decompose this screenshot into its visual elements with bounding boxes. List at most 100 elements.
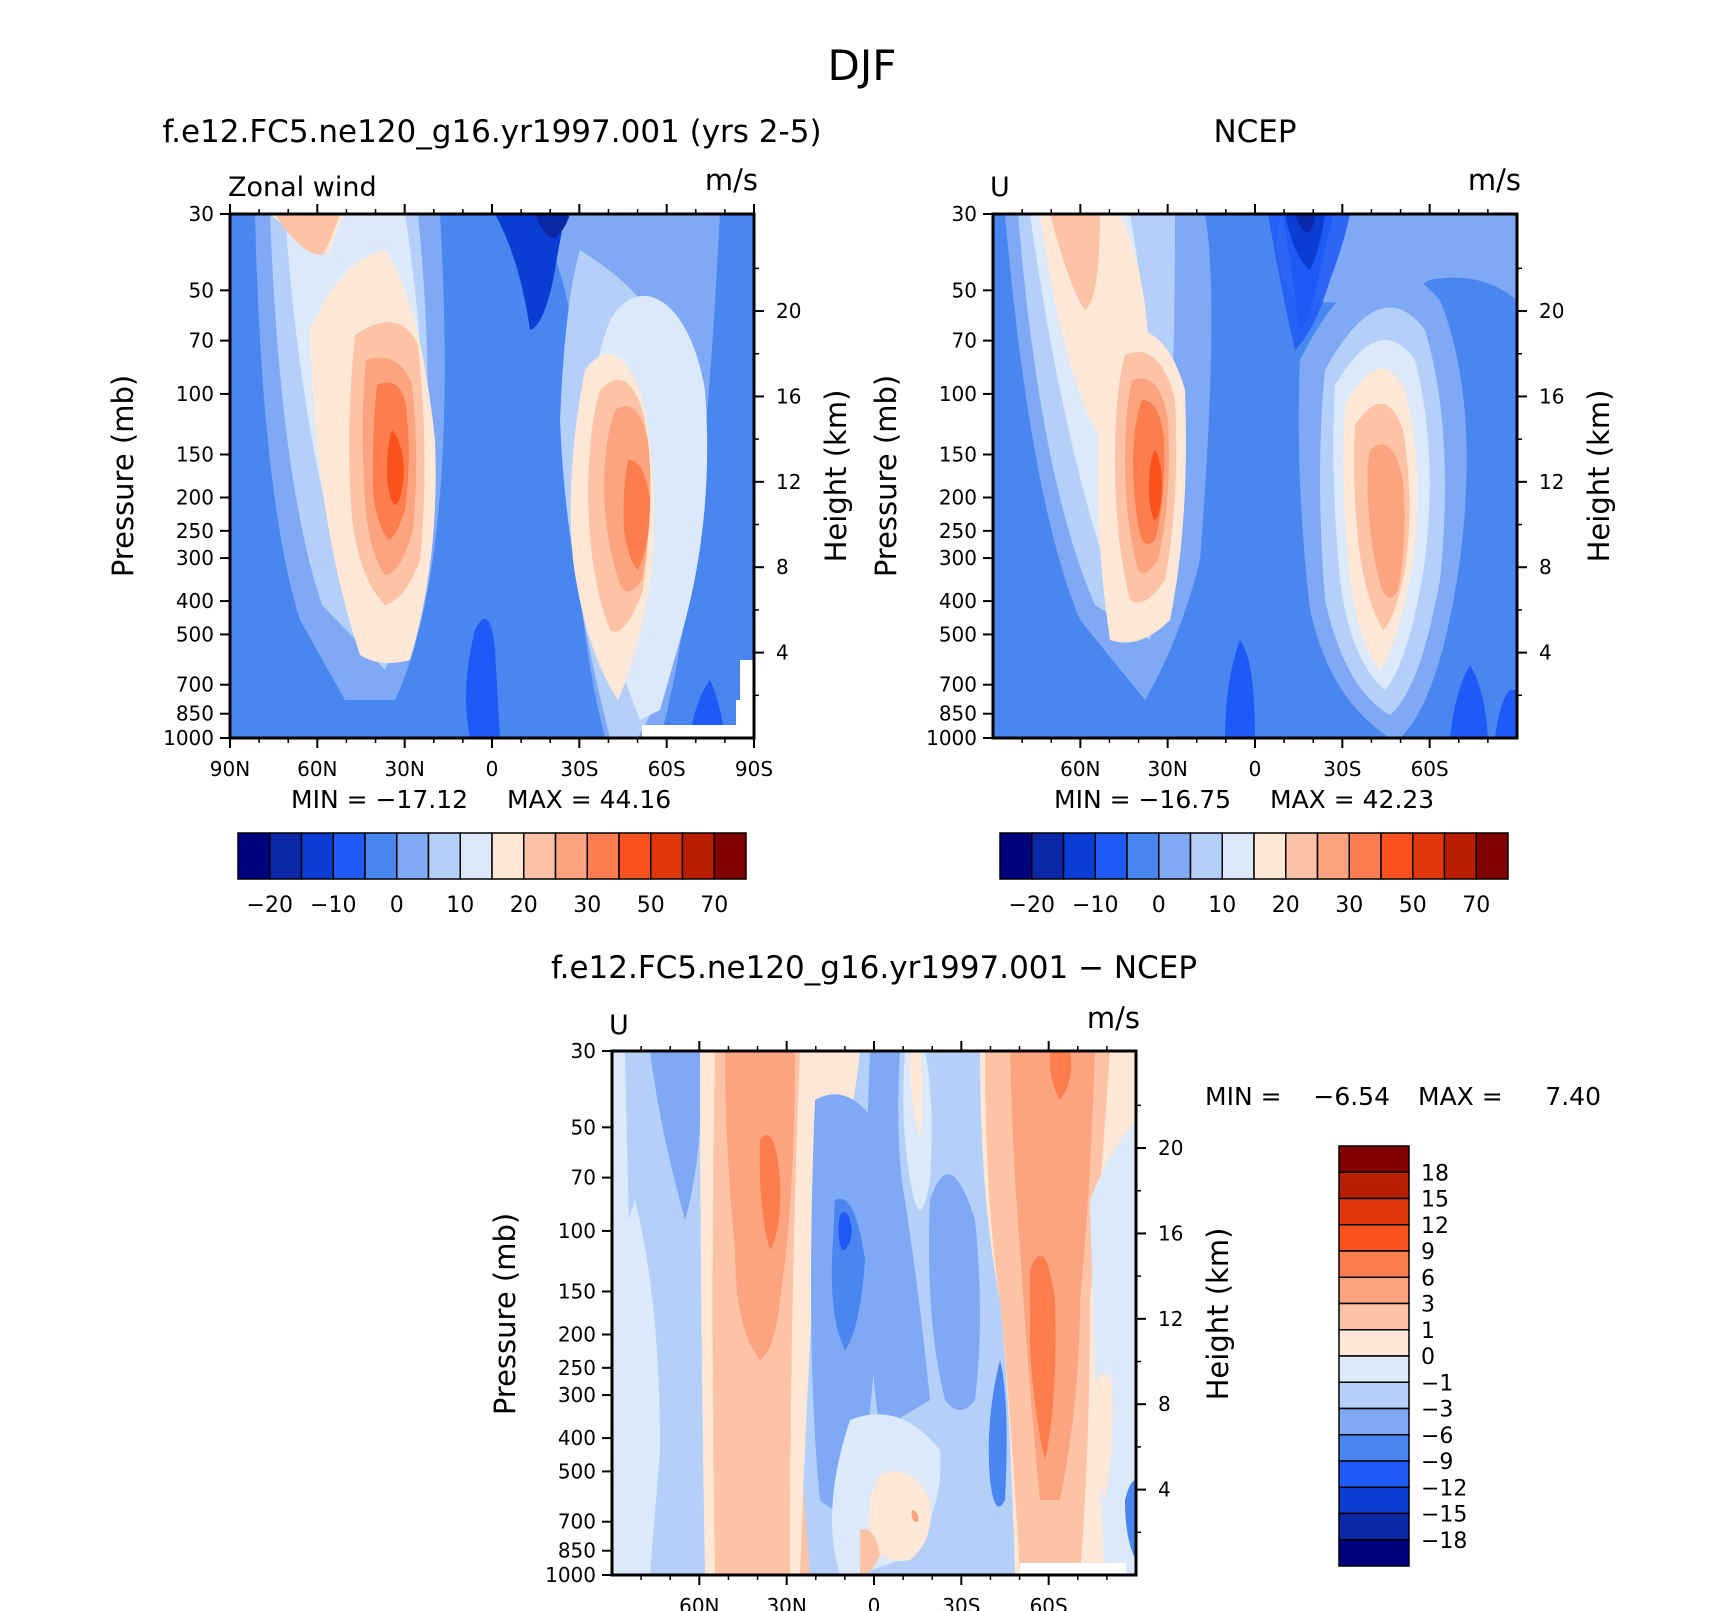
colorbar-box [364, 832, 398, 880]
y-tick-label: 300 [939, 546, 977, 570]
colorbar-label: −3 [1421, 1398, 1453, 1423]
colorbar-label: 9 [1421, 1240, 1435, 1265]
y-tick-label: 250 [939, 519, 977, 543]
colorbar-box [1475, 832, 1509, 880]
panel-ncep-title: NCEP [1213, 114, 1296, 150]
colorbar-label: 70 [700, 893, 728, 918]
colorbar-label: −9 [1421, 1450, 1453, 1475]
y-tick-label: 30 [189, 202, 214, 226]
colorbar-label: 15 [1421, 1188, 1449, 1213]
y2-tick-label: 16 [1158, 1221, 1183, 1245]
colorbar-box [332, 832, 366, 880]
y-tick-label: 150 [176, 443, 214, 467]
y-tick-label: 50 [189, 278, 214, 302]
panel-diff-left-label: U [609, 1010, 629, 1041]
panel-ncep-y2label: Height (km) [1582, 390, 1616, 563]
panel-model-y2label: Height (km) [819, 390, 853, 563]
colorbar-label: −18 [1421, 1529, 1467, 1554]
colorbar-box [1338, 1224, 1410, 1252]
colorbar-box [1338, 1355, 1410, 1383]
colorbar-box [459, 832, 493, 880]
colorbar-box [1189, 832, 1223, 880]
panel-diff-min-label: MIN = [1205, 1082, 1282, 1111]
colorbar-label: −6 [1421, 1424, 1453, 1449]
colorbar-box [1443, 832, 1477, 880]
y2-tick-label: 20 [1539, 299, 1564, 323]
colorbar-box [1338, 1302, 1410, 1331]
colorbar-box [1338, 1171, 1410, 1200]
colorbar-box [1338, 1512, 1410, 1541]
x-tick-label: 30N [384, 757, 424, 781]
colorbar-box [1338, 1486, 1410, 1515]
colorbar-box [1338, 1407, 1410, 1436]
colorbar-box [1094, 832, 1128, 880]
panel-diff-units: m/s [1087, 1001, 1140, 1035]
panel-model-ylabel: Pressure (mb) [106, 375, 140, 577]
colorbar-box [1285, 832, 1319, 880]
colorbar-box [1348, 832, 1382, 880]
y-tick-label: 850 [176, 702, 214, 726]
x-tick-label: 30N [766, 1594, 806, 1611]
panel-diff-y2label: Height (km) [1201, 1228, 1235, 1401]
y2-tick-label: 16 [1539, 384, 1564, 408]
panel-diff-title: f.e12.FC5.ne120_g16.yr1997.001 − NCEP [551, 950, 1197, 986]
panel-ncep-axes: 60N 30N 0 30S 60S 30 50 70 100 150 200 250 300 400 500… [926, 202, 1564, 781]
y-tick-label: 700 [939, 673, 977, 697]
panel-model-max: MAX = 44.16 [507, 785, 671, 814]
panel-model-field [230, 214, 754, 738]
x-tick-label: 60N [297, 757, 337, 781]
panel-diff-max-label: MAX = [1418, 1082, 1503, 1111]
x-tick-label: 60S [1411, 757, 1449, 781]
y-tick-label: 70 [571, 1166, 596, 1190]
y2-tick-label: 20 [1158, 1136, 1183, 1160]
x-tick-label: 30S [1323, 757, 1361, 781]
y-tick-label: 30 [952, 202, 977, 226]
colorbar-label: −10 [1072, 893, 1118, 918]
y-tick-label: 300 [558, 1383, 596, 1407]
y-tick-label: 1000 [926, 726, 977, 750]
panel-diff-axes: 60N 30N 0 30S 60S 30 50 70 100 150 200 250 300 400 500… [545, 1039, 1183, 1611]
panel-diff-ylabel: Pressure (mb) [488, 1213, 522, 1415]
panel-diff-field [612, 1051, 1136, 1575]
y-tick-label: 200 [558, 1322, 596, 1346]
y-tick-label: 500 [558, 1459, 596, 1483]
colorbar-label: 30 [573, 893, 601, 918]
x-tick-label: 0 [486, 757, 499, 781]
y-tick-label: 1000 [545, 1563, 596, 1587]
x-tick-label: 90S [735, 757, 773, 781]
colorbar-label: 3 [1421, 1293, 1435, 1318]
colorbar-box [1338, 1197, 1410, 1226]
colorbar-label: 0 [390, 893, 404, 918]
panel-model-colorbar: −20 −10 0 10 20 30 50 70 [237, 832, 747, 918]
y-tick-label: 400 [939, 589, 977, 613]
y-tick-label: 500 [939, 622, 977, 646]
y2-tick-label: 4 [1539, 641, 1552, 665]
y-tick-label: 850 [558, 1539, 596, 1563]
colorbar-box [1031, 832, 1065, 880]
colorbar-label: −20 [247, 893, 293, 918]
colorbar-box [554, 832, 588, 880]
panel-model-left-label: Zonal wind [228, 172, 377, 203]
x-tick-label: 0 [1249, 757, 1262, 781]
y2-tick-label: 8 [1539, 555, 1552, 579]
y-tick-label: 300 [176, 546, 214, 570]
colorbar-box [237, 832, 271, 880]
x-tick-label: 90N [210, 757, 250, 781]
colorbar-box [1221, 832, 1255, 880]
x-tick-label: 30S [942, 1594, 980, 1611]
colorbar-box [491, 832, 525, 880]
x-tick-label: 0 [868, 1594, 881, 1611]
y-tick-label: 70 [189, 329, 214, 353]
colorbar-label: 6 [1421, 1266, 1435, 1291]
colorbar-label: 1 [1421, 1319, 1435, 1344]
panel-diff-max-value: 7.40 [1545, 1082, 1601, 1111]
panel-model: f.e12.FC5.ne120_g16.yr1997.001 (yrs 2-5)… [106, 114, 853, 918]
colorbar-box [713, 832, 747, 880]
colorbar-box [427, 832, 461, 880]
y2-tick-label: 16 [776, 384, 801, 408]
colorbar-box [1338, 1329, 1410, 1357]
x-tick-label: 60N [679, 1594, 719, 1611]
colorbar-label: −1 [1421, 1371, 1453, 1396]
y2-tick-label: 4 [1158, 1478, 1171, 1502]
